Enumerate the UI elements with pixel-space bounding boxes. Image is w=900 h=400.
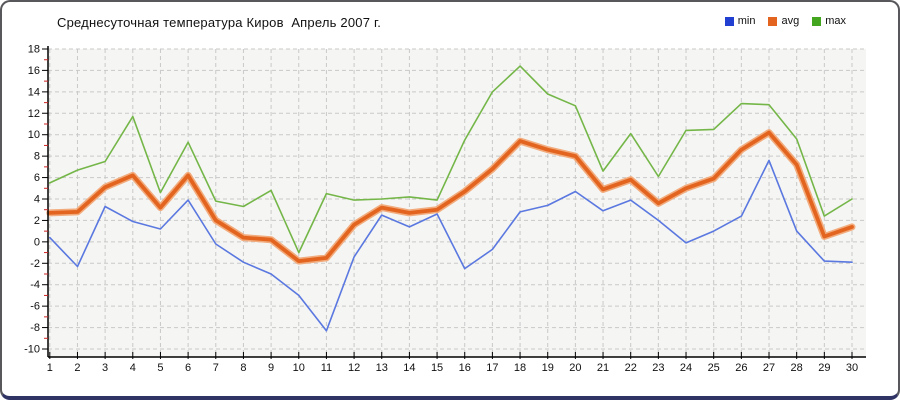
svg-text:14: 14 [403,362,415,374]
svg-text:6: 6 [185,362,191,374]
series-avg-line [46,129,856,265]
svg-text:-2: -2 [30,258,40,270]
svg-text:4: 4 [130,362,136,374]
max-series-swatch-icon [812,16,822,26]
series-min-line [48,159,853,332]
svg-text:16: 16 [459,362,471,374]
svg-text:23: 23 [652,362,664,374]
plot-background [48,49,866,357]
svg-text:29: 29 [818,362,830,374]
svg-text:19: 19 [542,362,554,374]
series-max-line [48,65,853,254]
legend-item-min: min [724,15,756,27]
legend-item-max: max [812,15,846,27]
legend-label: avg [781,15,800,27]
x-axis-ticks: 1 2 3 4 5 6 7 8 9 10 11 12 13 14 15 16 17 18 19 20 21 22 23 24 2… [47,352,858,374]
svg-text:6: 6 [34,172,40,184]
legend-item-avg: avg [768,15,799,27]
avg-series-swatch-icon [768,16,778,26]
svg-text:1: 1 [47,362,53,374]
svg-text:11: 11 [321,362,332,374]
svg-text:2: 2 [34,215,40,227]
svg-text:30: 30 [846,362,858,374]
svg-text:17: 17 [486,362,498,374]
svg-text:10: 10 [28,129,40,141]
svg-text:-10: -10 [24,344,40,356]
svg-text:24: 24 [680,362,692,374]
svg-text:25: 25 [708,362,720,374]
svg-text:12: 12 [28,108,40,120]
svg-text:27: 27 [763,362,775,374]
svg-text:4: 4 [34,194,40,206]
svg-text:18: 18 [514,362,526,374]
svg-text:18: 18 [28,44,40,56]
min-series-swatch-icon [724,16,734,26]
svg-text:9: 9 [268,362,274,374]
svg-text:15: 15 [431,362,443,374]
svg-text:21: 21 [597,362,609,374]
svg-text:8: 8 [240,362,246,374]
svg-text:-4: -4 [30,279,40,291]
svg-text:0: 0 [34,236,40,248]
svg-text:28: 28 [791,362,803,374]
svg-text:-8: -8 [30,322,40,334]
chart-title: Среднесуточная температура Киров Апрель … [57,15,382,30]
svg-text:22: 22 [625,362,637,374]
svg-text:2: 2 [74,362,80,374]
svg-text:14: 14 [28,86,40,98]
y-axis-ticks: 18 16 14 12 10 8 6 4 2 0 -2 -4 -6 -8 -10 [24,44,48,356]
svg-text:26: 26 [735,362,747,374]
svg-text:-6: -6 [30,301,40,313]
legend-label: min [737,15,756,27]
svg-text:12: 12 [348,362,360,374]
legend: min avg max [724,15,846,27]
axes [47,46,866,358]
svg-text:13: 13 [376,362,388,374]
svg-text:3: 3 [102,362,108,374]
svg-text:8: 8 [34,151,40,163]
svg-text:7: 7 [213,362,219,374]
svg-text:20: 20 [569,362,581,374]
svg-text:16: 16 [28,65,40,77]
svg-text:10: 10 [293,362,305,374]
svg-text:5: 5 [157,362,163,374]
legend-label: max [825,15,846,27]
